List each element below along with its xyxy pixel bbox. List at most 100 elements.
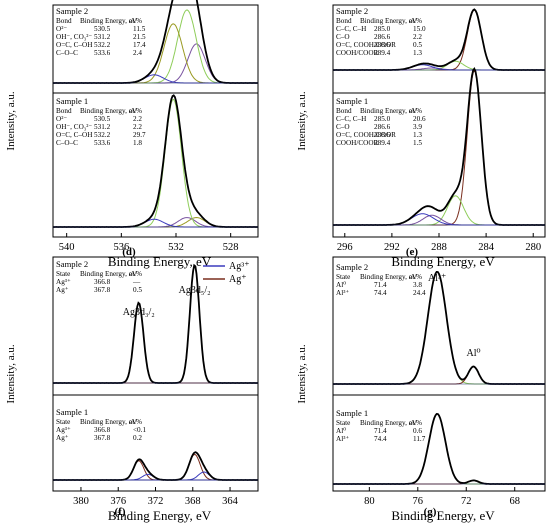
table-bond: O=C, C–OH [56,41,92,49]
component-peak-4 [53,74,258,84]
sample-2-spectrum [332,66,546,227]
envelope-fit [53,263,258,384]
table-atomic-percent: 17.4 [133,41,146,49]
raw-spectrum [52,451,259,482]
table-bond: C–O [336,33,350,41]
table-atomic-percent: — [132,278,141,286]
sample-label: Sample 1 [56,407,88,417]
table-atomic-percent: 24.4 [413,289,426,297]
table-binding-energy: 530.5 [94,115,111,123]
table-bond: C–O [336,123,350,131]
x-tick-label: 376 [110,496,126,507]
component-peak-1 [333,271,545,385]
x-tick-label: 76 [413,496,424,507]
x-tick-label: 364 [222,496,239,507]
table-bond: C–C, C–H [336,115,366,123]
table-binding-energy: 71.4 [374,427,387,435]
y-axis-label: Intensity, a.u. [5,344,17,403]
sample-1-spectrum [332,270,546,386]
envelope-fit [333,270,545,385]
table-bond: Al⁰ [336,427,346,435]
peak-annotation: Ag3d₅/₂ [179,285,211,296]
x-tick-label: 68 [509,496,520,507]
sample-2-spectrum [52,451,259,482]
sample-1-spectrum [52,263,259,385]
table-bond: COOH/COOR [336,49,379,57]
table-bond: C–O–C [56,139,78,147]
peak-annotation: Al³⁺ [428,273,446,284]
x-axis-label: Binding Energy, eV [391,254,495,269]
table-bond: O=C, COOH/COOR [336,41,396,49]
table-header-cell: Bond [336,107,352,115]
table-header-cell: Bond [56,17,72,25]
panel-label: (e) [406,246,419,258]
panel-label: (d) [122,246,136,258]
x-tick-label: 72 [461,496,472,507]
table-bond: COOH/COOR [336,139,379,147]
envelope-fit [53,451,258,481]
table-binding-energy: 289.4 [374,49,391,57]
y-axis-label: Intensity, a.u. [296,344,308,403]
x-tick-label: 292 [384,242,400,253]
component-peak-1 [53,264,258,384]
x-tick-label: 284 [478,242,495,253]
table-bond: Ag⁺ [56,434,69,442]
table-binding-energy: 530.5 [94,25,111,33]
panel-d: 540 536 532 528 Binding Energy, eV Intensity,… [5,0,259,269]
table-bond: OH⁻, CO₃²⁻ [56,33,92,41]
sample-2-spectrum [332,412,546,486]
legend-entry: Ag⁺ [229,274,247,285]
y-axis-label: Intensity, a.u. [5,91,17,150]
component-peak-4 [53,218,258,228]
table-atomic-percent: 15.0 [413,25,426,33]
sample-label: Sample 1 [336,96,368,106]
table-header-cell: State [56,270,70,278]
table-binding-energy: 289.4 [374,139,391,147]
table-binding-energy: 533.6 [94,49,111,57]
table-binding-energy: 285.0 [374,25,391,33]
panel-label: (f) [115,506,126,518]
component-peak-3 [53,471,258,481]
table-atomic-percent: 1.3 [413,131,422,139]
table-binding-energy: 531.2 [94,123,111,131]
table-header-cell: Binding Energy, eV [80,107,138,115]
y-axis-label: Intensity, a.u. [296,91,308,150]
raw-spectrum [332,68,546,227]
table-bond: Ag⁺ [56,286,69,294]
table-atomic-percent: 2.2 [133,123,142,131]
component-peak-2 [53,302,258,384]
table-binding-energy: 367.8 [94,286,111,294]
x-tick-label: 532 [168,242,184,253]
table-header-cell: State [336,419,350,427]
table-binding-energy: 367.8 [94,434,111,442]
x-tick-label: 536 [113,242,129,253]
sample-1-spectrum [52,0,259,85]
sample-label: Sample 1 [56,96,88,106]
sample-label: Sample 2 [56,259,88,269]
table-atomic-percent: 1.8 [133,139,142,147]
table-atomic-percent: 0.5 [133,286,142,294]
x-axis-label: Binding Energy, eV [108,508,212,523]
table-header-cell: Binding Energy, eV [360,419,418,427]
table-atomic-percent: 2.2 [413,33,422,41]
table-atomic-percent: 0.5 [413,41,422,49]
x-axis-label: Binding Energy, eV [391,508,495,523]
table-header-cell: Binding Energy, eV [360,17,418,25]
table-header-cell: at.% [129,418,142,426]
table-atomic-percent: 2.4 [133,49,142,57]
raw-spectrum [52,264,259,385]
table-header-cell: Binding Energy, eV [360,107,418,115]
component-peak-3 [333,214,545,226]
table-binding-energy: 532.2 [94,131,111,139]
table-binding-energy: 531.2 [94,33,111,41]
table-bond: C–C, C–H [336,25,366,33]
x-tick-label: 372 [148,496,164,507]
table-atomic-percent: 1.5 [413,139,422,147]
table-atomic-percent: 3.8 [413,281,422,289]
table-atomic-percent: 0.2 [133,434,142,442]
table-atomic-percent: 11.5 [133,25,146,33]
table-header-cell: Bond [56,107,72,115]
table-atomic-percent: 0.6 [413,427,422,435]
table-atomic-percent: 2.2 [133,115,142,123]
